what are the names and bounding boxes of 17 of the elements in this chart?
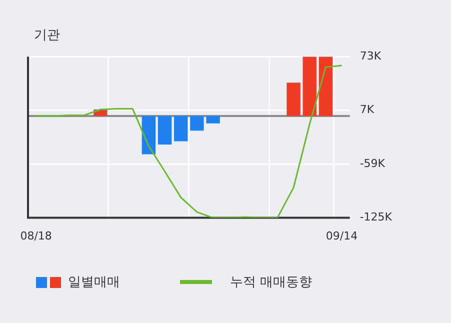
bar xyxy=(174,116,188,142)
bar xyxy=(302,56,316,116)
bar xyxy=(190,116,204,131)
bar xyxy=(142,116,156,154)
legend-label: 일별매매 xyxy=(68,274,120,291)
bar xyxy=(286,82,300,116)
y-tick-label: -59K xyxy=(360,156,386,170)
bar xyxy=(206,116,220,124)
chart-title: 기관 xyxy=(34,27,60,44)
y-tick-label: -125K xyxy=(360,210,393,224)
x-tick-label: 08/18 xyxy=(20,229,52,242)
bar xyxy=(318,56,333,116)
y-tick-label: 7K xyxy=(360,103,375,116)
y-tick-label: 73K xyxy=(360,49,382,62)
bar xyxy=(158,116,172,145)
x-tick-label: 09/14 xyxy=(326,229,358,242)
legend-label: 누적 매매동향 xyxy=(230,274,312,291)
